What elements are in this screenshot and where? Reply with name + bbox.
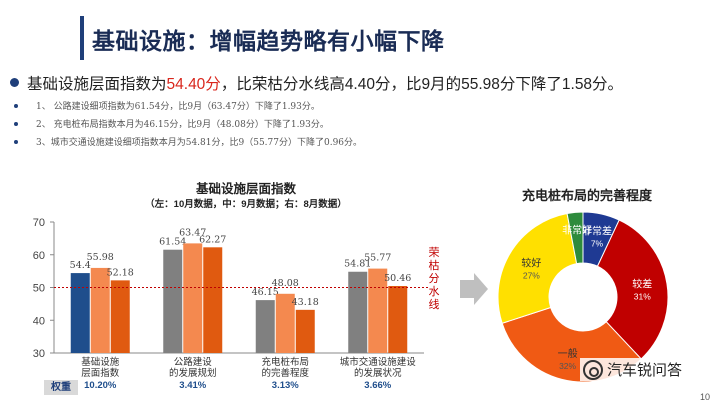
category-label-line-1: 充电桩布局: [261, 356, 309, 368]
page-number: 10: [700, 392, 710, 402]
slice-percent: 31%: [634, 292, 651, 302]
slice-percent: 7%: [591, 239, 604, 249]
donut-chart-title: 充电桩布局的完善程度: [522, 188, 653, 203]
bar-chart-title: 基础设施层面指数: [195, 181, 297, 196]
slice-percent: 27%: [523, 270, 540, 280]
slice-label: 较差: [632, 278, 652, 291]
slice-label: 一般: [558, 347, 578, 360]
category-weight: 3.66%: [364, 380, 391, 391]
arrow-icon: [460, 273, 488, 305]
threshold-label-char: 枯: [429, 258, 440, 272]
wechat-icon: [583, 360, 603, 380]
watermark-text: 汽车锐问答: [607, 359, 682, 380]
bar-4-1: [348, 272, 367, 353]
category-label-line-2: 层面指数: [81, 367, 120, 379]
category-weight: 10.20%: [84, 380, 117, 391]
y-tick-label: 60: [33, 250, 45, 262]
category-weight: 3.13%: [272, 380, 299, 391]
bar-2-3: [203, 247, 222, 353]
watermark: 汽车锐问答: [580, 358, 685, 381]
data-label: 52.18: [107, 267, 134, 278]
data-label: 55.98: [87, 252, 114, 263]
bar-1-1: [71, 273, 90, 353]
category-label-line-1: 基础设施: [81, 356, 120, 368]
y-tick-label: 40: [33, 315, 45, 327]
bar-chart-subtitle: （左：10月数据，中：9月数据；右：8月数据）: [145, 198, 347, 210]
data-label: 50.46: [384, 273, 411, 284]
threshold-label-char: 线: [429, 297, 440, 311]
weight-label: 权重: [44, 380, 78, 395]
bar-2-1: [163, 250, 182, 353]
threshold-label-char: 分: [429, 272, 440, 285]
data-label: 43.18: [292, 297, 319, 308]
bar-1-2: [91, 268, 110, 353]
category-label-line-2: 的完善程度: [261, 367, 309, 379]
bar-3-1: [256, 300, 275, 353]
slice-label: 非常好: [562, 223, 592, 236]
slice-percent: 32%: [559, 361, 576, 371]
threshold-label-char: 水: [429, 285, 440, 298]
slice-label: 较好: [521, 256, 541, 269]
y-tick-label: 70: [33, 217, 45, 229]
y-tick-label: 30: [33, 348, 45, 360]
data-label: 62.27: [199, 234, 226, 245]
category-weight: 3.41%: [179, 380, 206, 391]
category-label-line-2: 的发展规划: [169, 367, 217, 379]
bar-1-3: [111, 280, 130, 353]
threshold-label-char: 荣: [429, 246, 440, 259]
category-label-line-2: 的发展状况: [354, 367, 402, 379]
y-tick-label: 50: [33, 283, 45, 295]
category-label-line-1: 公路建设: [174, 356, 213, 368]
data-label: 55.77: [364, 253, 391, 264]
bar-3-3: [296, 310, 315, 353]
category-label-line-1: 城市交通设施建设: [340, 356, 417, 368]
bar-2-2: [183, 243, 202, 353]
bar-4-3: [388, 286, 407, 353]
